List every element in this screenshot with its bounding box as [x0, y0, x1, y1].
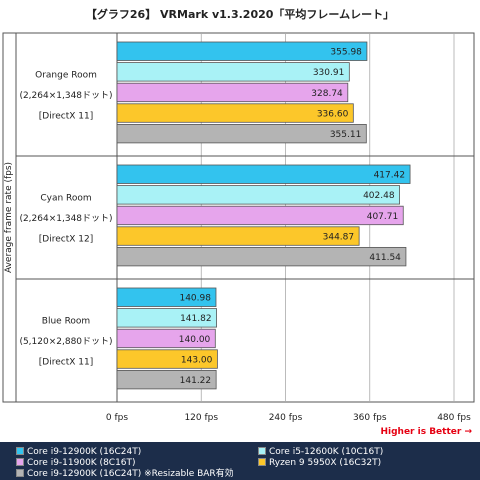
bar-value-label: 140.00: [179, 335, 211, 345]
bar-value-label: 344.87: [323, 232, 355, 242]
legend-item: Core i9-11900K (8C16T): [16, 457, 136, 469]
x-tick-label: 360 fps: [353, 413, 387, 423]
legend-swatch: [258, 447, 266, 455]
bar-value-label: 330.91: [313, 68, 345, 78]
x-tick-label: 120 fps: [184, 413, 218, 423]
category-label: Blue Room: [42, 317, 90, 327]
legend-label: Core i9-11900K (8C16T): [27, 458, 136, 468]
legend: Core i9-12900K (16C24T) Core i5-12600K (1…: [0, 442, 480, 480]
bar: [116, 205, 404, 226]
category-label: (2,264×1,348ドット): [19, 214, 112, 224]
legend-label: Core i5-12600K (10C16T): [269, 447, 384, 457]
bar-value-label: 417.42: [374, 171, 406, 181]
legend-label: Core i9-12900K (16C24T): [27, 447, 142, 457]
legend-item: Core i9-12900K (16C24T): [16, 446, 141, 458]
bar: [116, 103, 354, 123]
bar: [116, 369, 217, 390]
bar-value-label: 355.11: [330, 130, 362, 140]
legend-label: Core i9-12900K (16C24T) ※Resizable BAR有効: [27, 469, 234, 479]
bar-value-label: 336.60: [317, 109, 349, 119]
bar: [116, 328, 216, 349]
bar: [116, 62, 350, 82]
bar: [116, 246, 407, 267]
bar-value-label: 402.48: [363, 191, 395, 201]
legend-swatch: [16, 469, 24, 477]
category-label: (2,264×1,348ドット): [19, 91, 112, 101]
x-tick-label: 240 fps: [269, 413, 303, 423]
legend-swatch: [16, 458, 24, 466]
category-label: [DirectX 11]: [39, 112, 93, 122]
chart-title: 【グラフ26】 VRMark v1.3.2020「平均フレームレート」: [85, 8, 395, 21]
category-label: Orange Room: [35, 71, 97, 81]
bar: [116, 82, 349, 103]
category-label: [DirectX 11]: [39, 358, 93, 368]
bar-value-label: 328.74: [311, 89, 343, 99]
bar: [116, 41, 368, 61]
bar: [116, 124, 367, 144]
bar: [116, 349, 218, 369]
plot-frame: [2, 32, 475, 403]
bar: [116, 308, 217, 328]
legend-swatch: [258, 458, 266, 466]
legend-item: Ryzen 9 5950X (16C32T): [258, 457, 381, 469]
bar-value-label: 140.98: [179, 294, 211, 304]
category-label: [DirectX 12]: [39, 235, 93, 245]
legend-label: Ryzen 9 5950X (16C32T): [269, 458, 382, 468]
legend-item: Core i9-12900K (16C24T) ※Resizable BAR有効: [16, 468, 234, 480]
category-label: (5,120×2,880ドット): [19, 337, 112, 347]
bar-value-label: 355.98: [330, 48, 362, 58]
y-axis-label: Average frame rate (fps): [4, 162, 14, 273]
bar-value-label: 411.54: [369, 253, 401, 263]
x-tick-label: 0 fps: [106, 413, 128, 423]
bar-value-label: 141.22: [180, 376, 212, 386]
bar: [116, 164, 411, 184]
legend-item: Core i5-12600K (10C16T): [258, 446, 383, 458]
bar-chart: Average frame rate (fps) 0 fps 120 fps 240 …: [2, 32, 475, 423]
legend-swatch: [16, 447, 24, 455]
bar-value-label: 143.00: [181, 355, 213, 365]
bar: [116, 226, 360, 246]
bar-value-label: 407.71: [367, 212, 399, 222]
higher-is-better-note: Higher is Better →: [380, 427, 472, 437]
bar: [116, 287, 217, 307]
category-label: Cyan Room: [40, 194, 91, 204]
x-tick-label: 480 fps: [437, 413, 471, 423]
bar-value-label: 141.82: [180, 314, 212, 324]
bar: [116, 185, 400, 205]
